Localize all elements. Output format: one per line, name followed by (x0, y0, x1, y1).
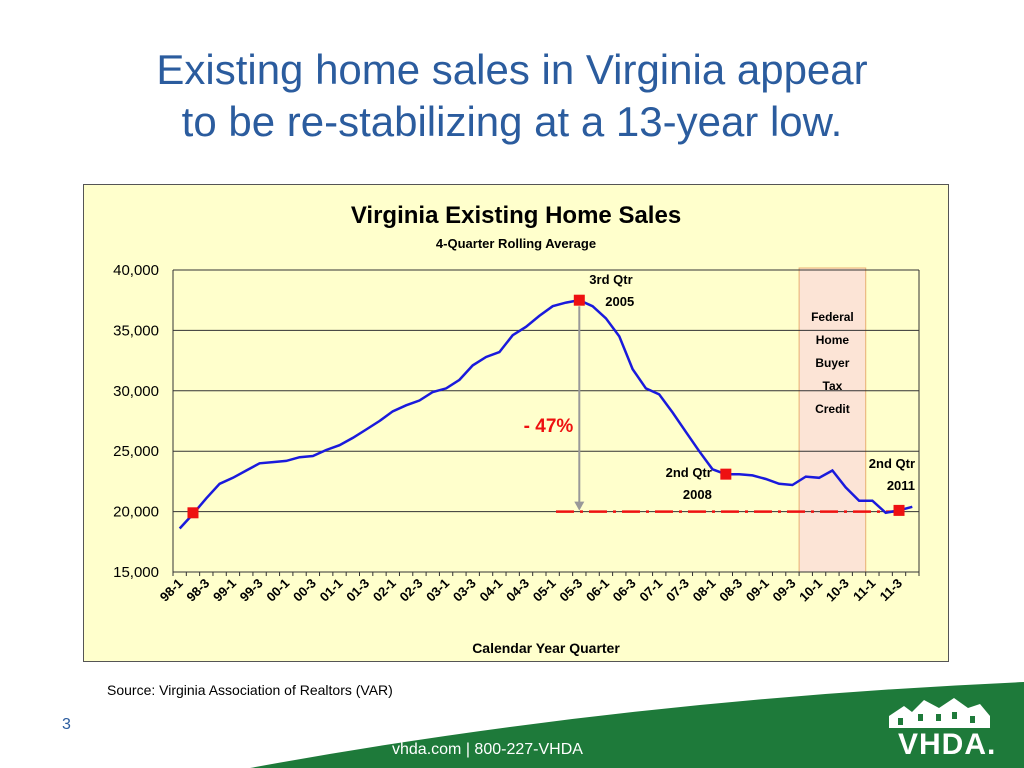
x-tick-label: 03-3 (450, 576, 479, 605)
x-tick-label: 00-3 (290, 576, 319, 605)
sales-line (178, 298, 913, 530)
x-tick-label: 06-3 (610, 576, 639, 605)
x-tick-label: 07-3 (663, 576, 692, 605)
x-tick-label: 02-1 (370, 576, 399, 605)
x-tick-label: 04-1 (476, 576, 505, 605)
x-tick-label: 98-1 (157, 576, 186, 605)
tax-credit-label: Tax (823, 379, 843, 393)
chart-subtitle: 4-Quarter Rolling Average (436, 236, 596, 251)
vhda-logo-text: VHDA. (898, 728, 997, 761)
x-tick-label: 99-1 (210, 576, 239, 605)
slide-title-line-1: Existing home sales in Virginia appear (156, 46, 868, 93)
x-tick-label: 01-1 (317, 576, 346, 605)
x-tick-label: 99-3 (237, 576, 266, 605)
x-tick-label: 09-3 (770, 576, 799, 605)
x-tick-label: 98-3 (183, 576, 212, 605)
x-tick-label: 06-1 (583, 576, 612, 605)
annotation-2011: 2nd Qtr (869, 456, 915, 471)
vhda-house-logo-icon (889, 698, 990, 728)
footer-contact: vhda.com | 800-227-VHDA (392, 741, 583, 758)
data-marker (573, 294, 585, 306)
slide-title-line-2: to be re-stabilizing at a 13-year low. (181, 98, 843, 145)
x-tick-label: 05-1 (530, 576, 559, 605)
y-tick-label: 15,000 (113, 564, 159, 581)
footer-green-swoosh (250, 682, 1024, 768)
x-tick-label: 10-3 (823, 576, 852, 605)
x-tick-label: 00-1 (263, 576, 292, 605)
x-tick-label: 04-3 (503, 576, 532, 605)
y-tick-label: 30,000 (113, 383, 159, 400)
x-tick-label: 02-3 (397, 576, 426, 605)
annotation-peak: 2005 (605, 294, 634, 309)
x-tick-label: 07-1 (636, 576, 665, 605)
x-axis-label: Calendar Year Quarter (472, 640, 620, 656)
page-number: 3 (62, 716, 71, 733)
tax-credit-band (798, 267, 867, 573)
annotation-2008: 2008 (683, 487, 712, 502)
y-tick-label: 20,000 (113, 504, 159, 521)
x-tick-label: 01-3 (343, 576, 372, 605)
chart-title: Virginia Existing Home Sales (351, 202, 681, 229)
decline-percent-label: - 47% (524, 416, 574, 437)
x-tick-label: 08-3 (716, 576, 745, 605)
x-tick-label: 09-1 (743, 576, 772, 605)
annotation-2008: 2nd Qtr (666, 465, 712, 480)
x-tick-label: 11-3 (877, 576, 906, 605)
x-tick-label: 03-1 (423, 576, 452, 605)
y-tick-label: 35,000 (113, 322, 159, 339)
data-marker (187, 507, 199, 519)
tax-credit-label: Credit (815, 402, 850, 416)
data-marker (720, 468, 732, 480)
annotation-2011: 2011 (887, 478, 915, 493)
x-tick-label: 08-1 (690, 576, 719, 605)
tax-credit-label: Home (816, 333, 850, 347)
tax-credit-label: Federal (811, 310, 854, 324)
y-tick-label: 40,000 (113, 262, 159, 279)
decline-arrow-head (574, 501, 585, 511)
source-note: Source: Virginia Association of Realtors… (107, 682, 393, 698)
data-marker (893, 504, 905, 516)
y-tick-label: 25,000 (113, 443, 159, 460)
x-tick-label: 10-1 (796, 576, 825, 605)
x-tick-label: 05-3 (556, 576, 585, 605)
slide-title: Existing home sales in Virginia appear t… (0, 44, 1024, 148)
home-sales-chart: Virginia Existing Home Sales 4-Quarter Ro… (113, 202, 920, 656)
tax-credit-label: Buyer (815, 356, 849, 370)
annotation-peak: 3rd Qtr (589, 272, 632, 287)
x-tick-label: 11-1 (850, 576, 879, 605)
